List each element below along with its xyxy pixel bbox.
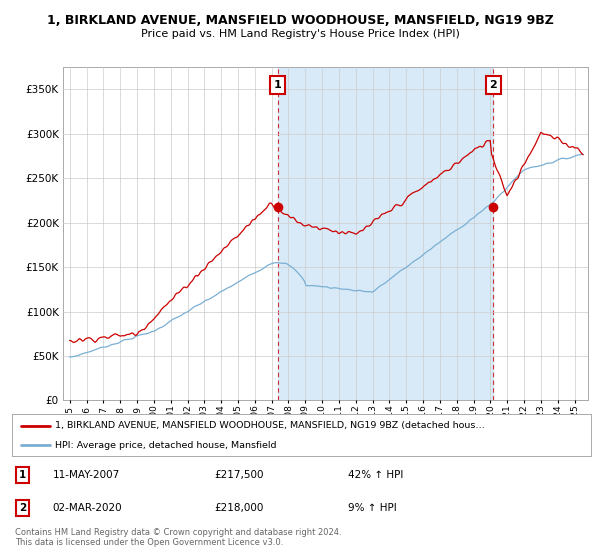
Text: 2: 2 (490, 80, 497, 90)
Text: £218,000: £218,000 (215, 503, 264, 513)
Text: £217,500: £217,500 (215, 470, 264, 480)
Text: 42% ↑ HPI: 42% ↑ HPI (348, 470, 403, 480)
Text: 1, BIRKLAND AVENUE, MANSFIELD WOODHOUSE, MANSFIELD, NG19 9BZ (detached hous…: 1, BIRKLAND AVENUE, MANSFIELD WOODHOUSE,… (55, 421, 485, 430)
Text: 11-MAY-2007: 11-MAY-2007 (53, 470, 120, 480)
Bar (278, 67, 493, 400)
Text: 1: 1 (274, 80, 281, 90)
Text: 02-MAR-2020: 02-MAR-2020 (53, 503, 122, 513)
Text: HPI: Average price, detached house, Mansfield: HPI: Average price, detached house, Mans… (55, 441, 277, 450)
Text: 2: 2 (19, 503, 26, 513)
Text: 9% ↑ HPI: 9% ↑ HPI (348, 503, 397, 513)
Text: 1, BIRKLAND AVENUE, MANSFIELD WOODHOUSE, MANSFIELD, NG19 9BZ: 1, BIRKLAND AVENUE, MANSFIELD WOODHOUSE,… (47, 14, 553, 27)
Text: Price paid vs. HM Land Registry's House Price Index (HPI): Price paid vs. HM Land Registry's House … (140, 29, 460, 39)
Text: Contains HM Land Registry data © Crown copyright and database right 2024.
This d: Contains HM Land Registry data © Crown c… (15, 528, 341, 547)
Text: 1: 1 (19, 470, 26, 480)
